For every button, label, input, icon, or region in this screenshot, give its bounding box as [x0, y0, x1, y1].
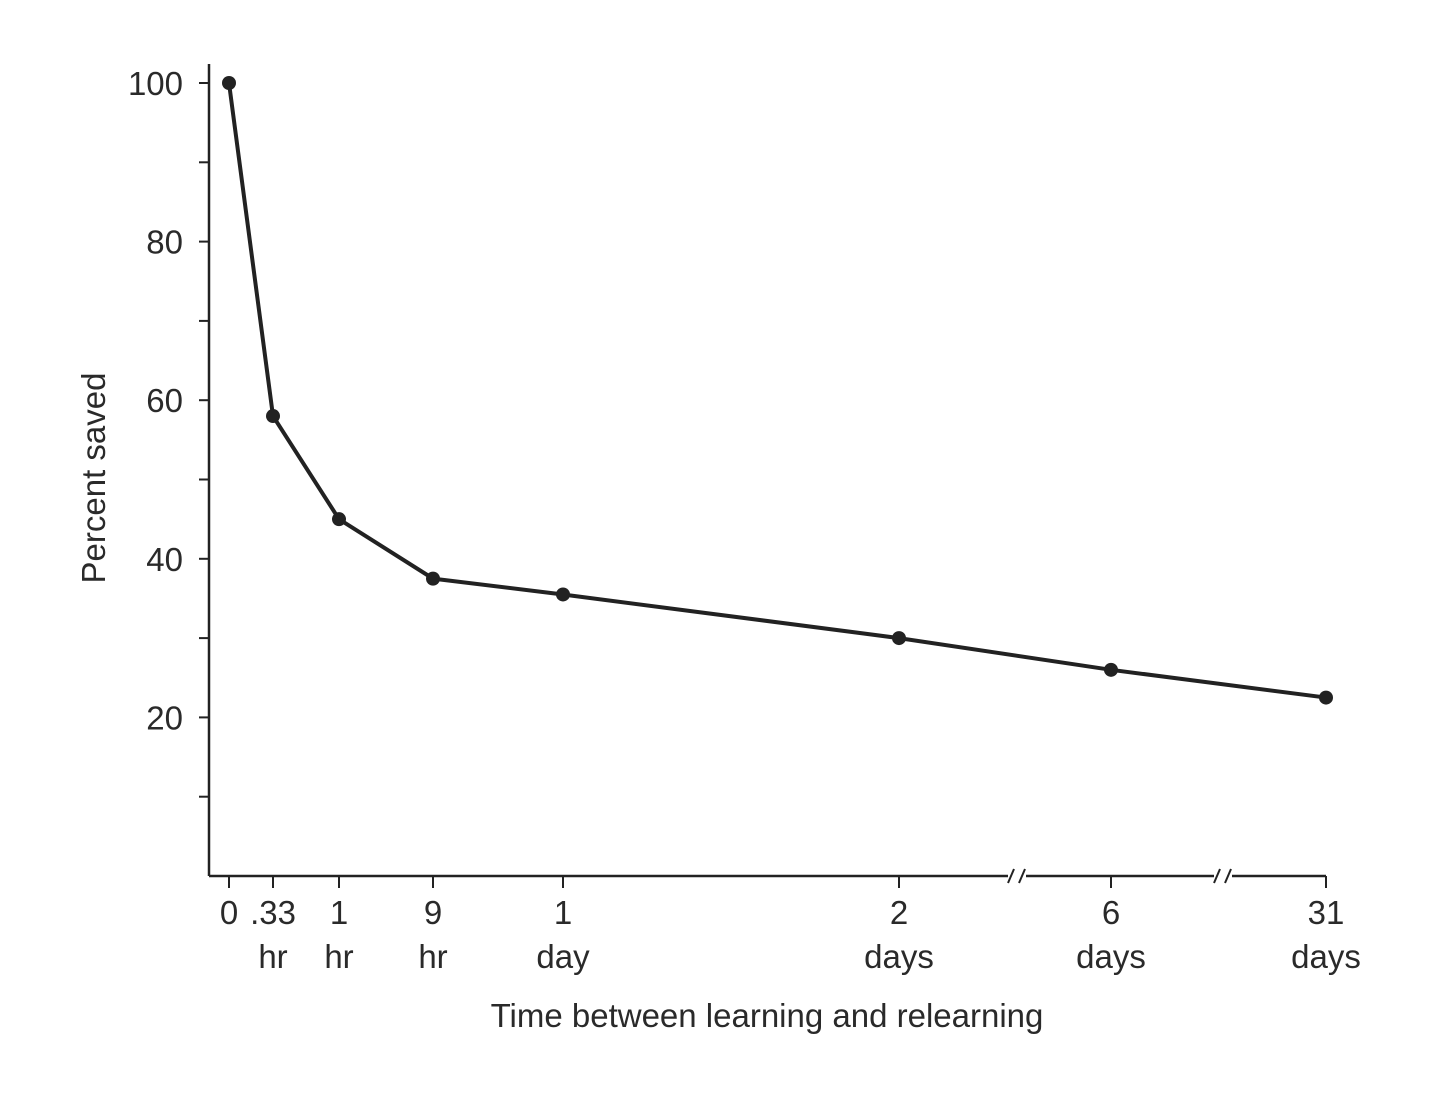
data-point	[332, 512, 346, 527]
x-axis-title: Time between learning and relearning	[491, 997, 1044, 1034]
x-tick-unit: days	[864, 938, 934, 975]
x-tick-label: 9	[424, 894, 442, 931]
x-tick-unit: hr	[324, 938, 353, 975]
data-point	[266, 409, 280, 424]
axis-break-mark	[1213, 868, 1221, 884]
axis-break-mark	[1018, 868, 1026, 884]
y-axis-title: Percent saved	[75, 373, 112, 584]
x-tick-label: 0	[220, 894, 238, 931]
x-tick-unit: hr	[418, 938, 447, 975]
x-tick-label: 6	[1102, 894, 1120, 931]
x-tick-label: .33	[250, 894, 296, 931]
series-layer	[222, 76, 1333, 705]
data-point	[556, 587, 570, 602]
y-tick-label: 80	[146, 224, 183, 261]
x-tick-label: 2	[890, 894, 908, 931]
y-tick-label: 100	[128, 65, 183, 102]
x-tick-unit: days	[1291, 938, 1361, 975]
data-point	[1104, 662, 1118, 677]
axis-break-mark	[1007, 868, 1015, 884]
x-tick-label: 1	[330, 894, 348, 931]
x-tick-label: 1	[554, 894, 572, 931]
data-point	[426, 571, 440, 586]
x-tick-unit: days	[1076, 938, 1146, 975]
y-tick-label: 20	[146, 699, 183, 736]
x-axis-ticks: 0 .33 hr 1 hr 9 hr 1 day 2 days 6 days 31 days	[220, 876, 1361, 975]
x-tick-unit: day	[536, 938, 590, 975]
y-tick-label: 40	[146, 541, 183, 578]
y-axis-ticks: 20 40 60 80 100	[128, 65, 209, 798]
y-tick-label: 60	[146, 382, 183, 419]
axes	[207, 64, 1326, 884]
x-tick-label: 31	[1308, 894, 1345, 931]
data-point	[892, 631, 906, 646]
series-line	[227, 82, 1327, 700]
x-tick-unit: hr	[258, 938, 287, 975]
data-point	[222, 76, 236, 90]
data-point	[1319, 690, 1333, 705]
axis-break-mark	[1224, 868, 1232, 884]
